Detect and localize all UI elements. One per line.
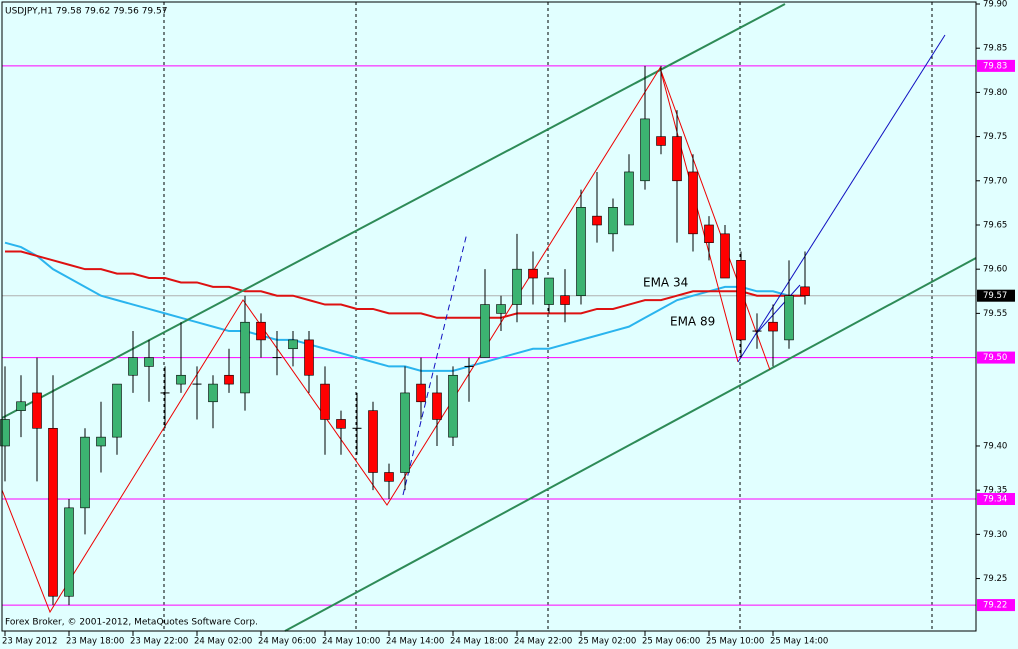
candle-body [768,321,778,332]
candle-body [688,171,698,235]
candle-body [528,268,538,279]
candle-body [80,436,90,509]
candle-body [448,374,458,438]
y-tick-label: 79.35 [983,486,1007,496]
x-tick-label: 24 May 18:00 [450,637,508,647]
x-tick-label: 25 May 10:00 [706,637,764,647]
last-price-box [977,289,1015,302]
candle-body [640,118,650,182]
candle-body [480,304,490,358]
candle-body [368,410,378,473]
y-tick-label: 79.30 [983,530,1007,540]
y-tick-label: 79.80 [983,88,1007,98]
y-tick-label: 79.65 [983,220,1007,230]
plot-border [1,1,977,632]
y-tick-label: 79.70 [983,176,1007,186]
trend-line [402,232,468,496]
candle-body [144,357,154,367]
level-label-box [977,59,1015,72]
level-label: 79.34 [983,495,1007,505]
x-tick-label: 24 May 06:00 [258,637,316,647]
chart-title: USDJPY,H1 79.58 79.62 79.56 79.57 [5,7,167,17]
candle-body [240,321,250,394]
level-label-box [977,599,1015,612]
y-tick-label: 79.25 [983,574,1007,584]
zigzag [1,66,739,614]
y-tick-label: 79.90 [983,0,1007,10]
candle-body [672,136,682,182]
candle-body [416,383,426,403]
candle-body [560,295,570,305]
y-tick-label: 79.55 [983,309,1007,319]
candle-body [656,136,666,146]
footer: Forex Broker, © 2001-2012, MetaQuotes So… [5,618,258,628]
candle-body [112,383,122,438]
last-price-label: 79.57 [983,291,1007,301]
candle-body [576,207,586,297]
y-tick-label: 79.60 [983,265,1007,275]
candle-body [496,304,506,314]
candle-body [544,277,554,305]
candle-body [128,357,138,376]
candle-body [304,339,314,376]
candle-body [208,383,218,403]
candle-body [96,436,106,447]
candle-body [592,215,602,226]
zigzag [659,67,771,371]
ema-line [5,250,805,319]
x-tick-label: 25 May 06:00 [642,637,700,647]
y-tick-label: 79.40 [983,441,1007,451]
candles [0,65,810,606]
x-tick-label: 24 May 10:00 [322,637,380,647]
candle-body [400,392,410,473]
candle-body [432,392,442,420]
x-tick-label: 23 May 22:00 [130,637,188,647]
x-tick-label: 24 May 02:00 [194,637,252,647]
levels: 79.83 79.50 79.34 79.22 79.57 [2,59,1015,612]
candle-body [176,374,186,385]
candle-body [16,401,26,411]
candle-body [512,268,522,305]
level-label: 79.22 [983,601,1007,611]
candle-body [624,171,634,226]
candle-body [336,419,346,429]
ema-label: EMA 34 [643,276,688,290]
x-tick-label: 24 May 22:00 [514,637,572,647]
candle-body [384,472,394,482]
y-tick-label: 79.85 [983,44,1007,54]
time-separators [163,2,933,631]
candle-body [0,419,10,447]
candle-body [320,383,330,420]
candle-body [32,392,42,429]
candle-body [48,427,58,597]
x-tick-label: 25 May 02:00 [578,637,636,647]
x-tick-label: 24 May 14:00 [386,637,444,647]
level-label: 79.50 [983,353,1007,363]
candle-body [256,321,266,341]
candle-body [720,233,730,279]
candle-body [224,374,234,385]
candle-body [736,260,746,341]
candle-body [608,207,618,235]
candle-body [800,286,810,297]
y-tick-label: 79.75 [983,132,1007,142]
level-label-box [977,351,1015,364]
candle-body [288,339,298,350]
candle-body [784,295,794,341]
x-tick-label: 23 May 2012 [2,637,57,647]
candle-body [64,507,74,597]
channel-lower [284,257,977,632]
x-tick-label: 25 May 14:00 [770,637,828,647]
trend-line [754,284,801,336]
x-tick-label: 23 May 18:00 [66,637,124,647]
ema-label: EMA 89 [670,315,715,329]
level-label: 79.83 [983,61,1007,71]
candle-body [704,224,714,243]
level-label-box [977,493,1015,506]
